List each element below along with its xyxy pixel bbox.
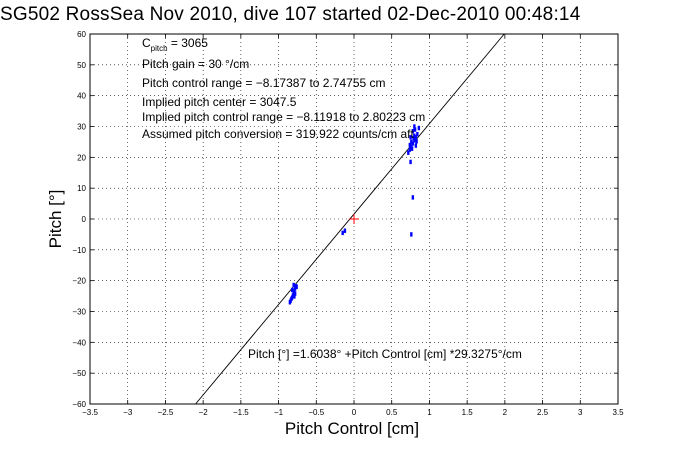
x-tick-label: −0.5 bbox=[308, 408, 324, 417]
data-point bbox=[341, 230, 344, 236]
data-point bbox=[410, 232, 413, 237]
x-tick-label: −1 bbox=[274, 408, 284, 417]
x-tick-label: −2.5 bbox=[158, 408, 174, 417]
data-point bbox=[410, 146, 414, 151]
data-point bbox=[293, 291, 297, 296]
data-point bbox=[411, 128, 415, 134]
x-tick-label: −3 bbox=[123, 408, 133, 417]
data-point bbox=[408, 147, 412, 152]
data-point bbox=[292, 289, 295, 294]
control-range-annotation: Pitch control range = −8.17387 to 2.7475… bbox=[142, 76, 386, 90]
data-point bbox=[412, 136, 415, 141]
data-point bbox=[409, 135, 412, 140]
data-point bbox=[413, 127, 417, 132]
data-point bbox=[417, 125, 421, 131]
conversion-annotation: Assumed pitch conversion = 319.922 count… bbox=[142, 127, 414, 141]
data-point bbox=[411, 195, 415, 200]
cpitch-subscript: pitch bbox=[151, 44, 168, 53]
data-point bbox=[288, 300, 292, 305]
data-points bbox=[195, 33, 505, 405]
x-tick-label: −2 bbox=[199, 408, 209, 417]
y-tick-label: −20 bbox=[72, 277, 86, 286]
x-tick-label: 2.5 bbox=[537, 408, 549, 417]
annotations: Cpitch = 3065 Pitch gain = 30 °/cm Pitch… bbox=[142, 36, 522, 361]
data-point bbox=[414, 143, 418, 148]
x-tick-label: 3.5 bbox=[612, 408, 624, 417]
data-point bbox=[413, 133, 416, 138]
implied-range-annotation: Implied pitch control range = −8.11918 t… bbox=[142, 110, 425, 124]
data-point bbox=[415, 139, 418, 144]
x-tick-label: 0 bbox=[352, 408, 357, 417]
data-point bbox=[408, 142, 412, 148]
pitch-gain-annotation: Pitch gain = 30 °/cm bbox=[142, 57, 249, 71]
cpitch-value: = 3065 bbox=[168, 36, 209, 50]
implied-center-annotation: Implied pitch center = 3047.5 bbox=[142, 95, 297, 109]
y-tick-label: 60 bbox=[77, 30, 86, 39]
x-tick-label: 0.5 bbox=[386, 408, 398, 417]
y-tick-label: −50 bbox=[72, 369, 86, 378]
y-tick-label: 20 bbox=[77, 153, 86, 162]
axis-ticks bbox=[89, 33, 619, 405]
y-tick-label: −40 bbox=[72, 338, 86, 347]
data-point bbox=[414, 135, 418, 140]
data-point bbox=[290, 287, 294, 293]
data-point bbox=[409, 159, 412, 165]
data-point bbox=[295, 284, 298, 290]
data-point bbox=[290, 296, 293, 302]
x-tick-label: 1.5 bbox=[462, 408, 474, 417]
y-tick-labels: −60 −50 −40 −30 −20 −10 0 10 20 30 40 50 60 bbox=[72, 30, 86, 409]
data-point bbox=[410, 139, 413, 145]
cpitch-annotation: Cpitch = 3065 bbox=[142, 36, 208, 53]
data-point bbox=[416, 132, 419, 137]
data-point bbox=[343, 228, 347, 233]
data-point bbox=[413, 124, 416, 129]
fit-equation-annotation: Pitch [°] =1.6038° +Pitch Control [cm] *… bbox=[248, 347, 522, 361]
y-axis-label: Pitch [°] bbox=[46, 189, 65, 249]
y-tick-label: 40 bbox=[77, 92, 86, 101]
y-tick-label: −30 bbox=[72, 308, 86, 317]
x-tick-label: 1 bbox=[427, 408, 432, 417]
data-point bbox=[292, 282, 295, 288]
data-point bbox=[293, 294, 296, 299]
x-tick-label: −3.5 bbox=[82, 408, 98, 417]
cpitch-main: C bbox=[142, 36, 151, 50]
x-tick-label: 3 bbox=[578, 408, 583, 417]
chart-title: SG502 RossSea Nov 2010, dive 107 started… bbox=[0, 4, 581, 25]
x-tick-label: −1.5 bbox=[233, 408, 249, 417]
y-tick-label: −60 bbox=[72, 400, 86, 409]
data-point bbox=[411, 141, 415, 146]
y-tick-label: 30 bbox=[77, 123, 86, 132]
x-axis-label: Pitch Control [cm] bbox=[284, 419, 420, 438]
y-tick-label: 50 bbox=[77, 61, 86, 70]
x-tick-labels: −3.5 −3 −2.5 −2 −1.5 −1 −0.5 0 0.5 1 1.5 2 2.5 3 3.5 bbox=[82, 408, 624, 417]
y-tick-label: −10 bbox=[72, 246, 86, 255]
data-point bbox=[291, 293, 295, 298]
x-tick-label: 2 bbox=[503, 408, 508, 417]
y-tick-label: 0 bbox=[82, 215, 87, 224]
y-tick-label: 10 bbox=[77, 184, 86, 193]
data-point bbox=[407, 150, 410, 155]
center-marker bbox=[349, 214, 359, 224]
